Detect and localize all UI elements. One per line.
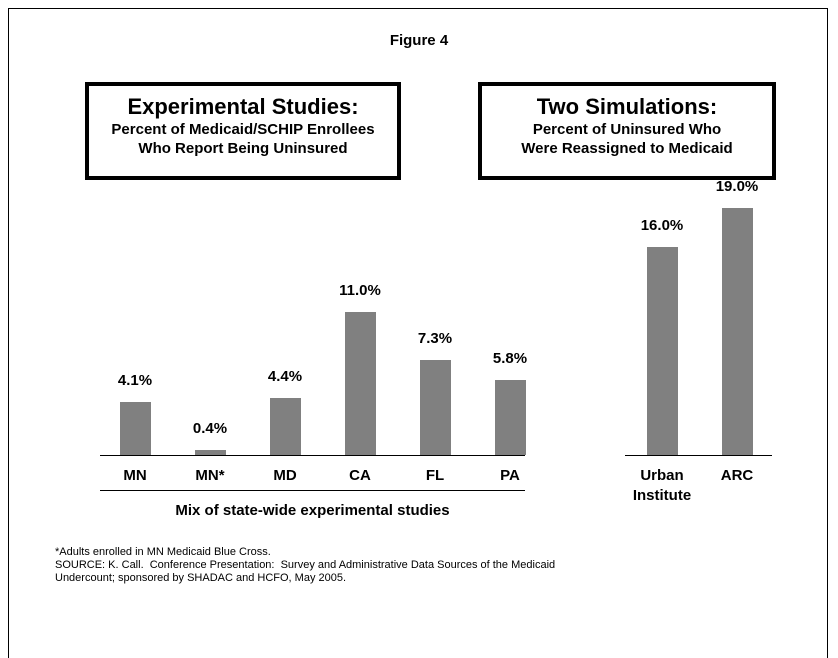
panel-subtitle: Were Reassigned to Medicaid <box>521 140 733 157</box>
bar <box>646 247 678 455</box>
value-label: 16.0% <box>640 217 684 234</box>
x-tick-label: Urban Institute <box>632 467 692 504</box>
footnote: SOURCE: K. Call. Conference Presentation… <box>55 559 556 571</box>
bar <box>269 397 301 455</box>
bar <box>494 379 526 455</box>
frame <box>8 8 828 658</box>
value-label: 0.4% <box>192 419 228 437</box>
panel-title: Two Simulations: <box>536 94 718 119</box>
x-tick-label: ARC <box>720 467 754 484</box>
value-label: 11.0% <box>339 282 381 299</box>
bar <box>344 312 376 455</box>
value-label: 7.3% <box>417 330 453 348</box>
panel-box: Two Simulations: Percent of Uninsured Who… <box>478 82 776 180</box>
bar <box>119 401 151 455</box>
footnote: *Adults enrolled in MN Medicaid Blue Cro… <box>55 546 271 558</box>
x-tick-label: MD <box>273 467 297 484</box>
baseline <box>100 455 525 456</box>
value-label: 4.4% <box>267 367 303 385</box>
baseline <box>625 455 772 456</box>
value-label: 4.1% <box>117 371 153 389</box>
panel-subtitle: Percent of Uninsured Who <box>532 121 722 138</box>
panel-subtitle: Percent of Medicaid/SCHIP Enrollees <box>111 121 375 138</box>
x-tick-label: CA <box>349 467 371 484</box>
group-label: Mix of state-wide experimental studies <box>175 502 450 519</box>
group-line <box>100 490 525 491</box>
chart-title: Figure 4 <box>389 32 449 49</box>
value-label: 19.0% <box>715 178 759 195</box>
panel-title: Experimental Studies: <box>127 94 359 119</box>
x-tick-label: PA <box>500 467 520 484</box>
bar <box>419 360 451 455</box>
x-tick-label: MN* <box>195 467 225 484</box>
panel-box: Experimental Studies: Percent of Medicaid… <box>85 82 401 180</box>
x-tick-label: FL <box>425 467 445 484</box>
value-label: 5.8% <box>492 349 528 367</box>
footnote: Undercount; sponsored by SHADAC and HCFO… <box>55 572 347 584</box>
panel-subtitle: Who Report Being Uninsured <box>138 140 348 157</box>
bar <box>721 208 753 455</box>
bar <box>194 449 226 455</box>
x-tick-label: MN <box>123 467 147 484</box>
